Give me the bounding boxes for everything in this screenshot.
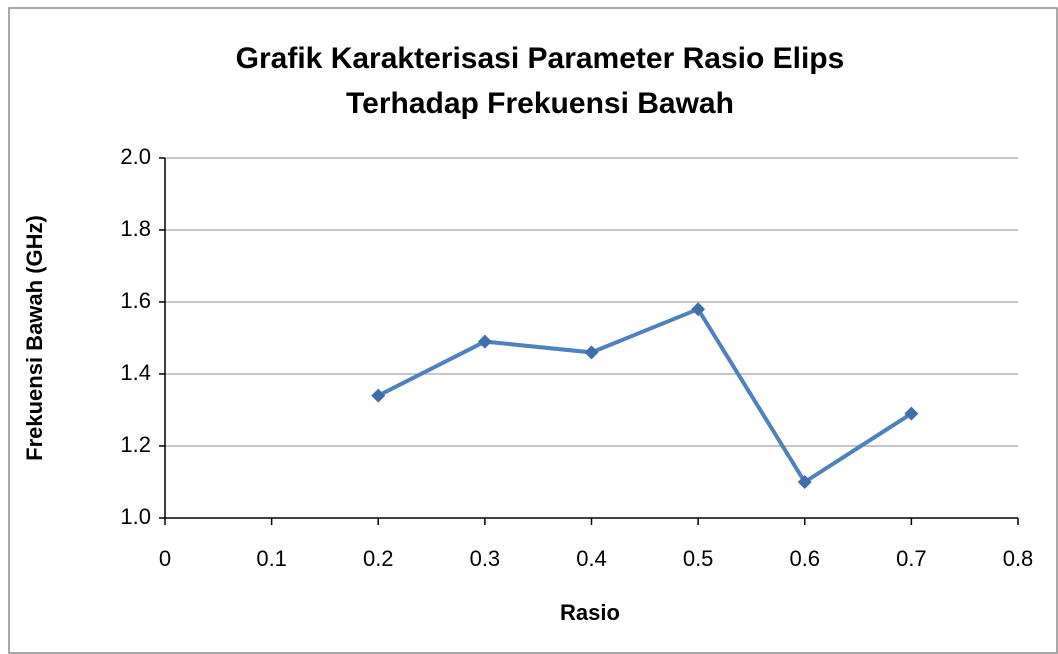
- y-tick-label: 2.0: [120, 144, 151, 169]
- y-tick-label: 1.0: [120, 504, 151, 529]
- x-tick-label: 0.4: [576, 546, 607, 571]
- series-line: [377, 306, 913, 485]
- chart-frame: [8, 7, 1058, 654]
- chart-subtitle: Terhadap Frekuensi Bawah: [346, 87, 734, 120]
- y-tick-label: 1.2: [120, 432, 151, 457]
- x-tick-label: 0.3: [470, 546, 501, 571]
- x-tick-label: 0.5: [683, 546, 714, 571]
- chart-title: Grafik Karakterisasi Parameter Rasio Eli…: [236, 42, 845, 75]
- x-axis-title: Rasio: [560, 600, 620, 625]
- x-tick-label: 0.7: [896, 546, 927, 571]
- x-tick-label: 0.1: [256, 546, 287, 571]
- y-tick-label: 1.8: [120, 216, 151, 241]
- data-point: [691, 302, 706, 317]
- x-tick-label: 0.6: [789, 546, 820, 571]
- data-point: [477, 334, 492, 349]
- y-axis-title: Frekuensi Bawah (GHz): [22, 215, 47, 461]
- y-tick-label: 1.4: [120, 360, 151, 385]
- y-tick-label: 1.6: [120, 288, 151, 313]
- x-tick-label: 0.2: [363, 546, 394, 571]
- data-point: [797, 475, 812, 489]
- x-tick-label: 0: [159, 546, 171, 571]
- data-point: [904, 406, 919, 421]
- data-point: [584, 345, 599, 360]
- data-point: [371, 388, 386, 403]
- x-tick-label: 0.8: [1003, 546, 1034, 571]
